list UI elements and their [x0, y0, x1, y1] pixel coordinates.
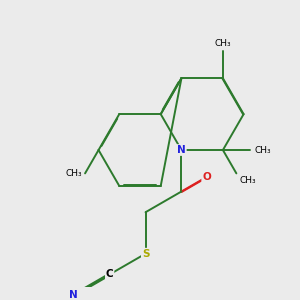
Text: S: S: [142, 249, 149, 259]
Text: CH₃: CH₃: [66, 169, 82, 178]
Text: C: C: [106, 269, 113, 279]
Text: O: O: [202, 172, 211, 182]
Text: CH₃: CH₃: [214, 39, 231, 48]
Text: CH₃: CH₃: [239, 176, 256, 185]
Text: N: N: [69, 290, 78, 300]
Text: N: N: [177, 145, 186, 155]
Text: CH₃: CH₃: [254, 146, 271, 154]
